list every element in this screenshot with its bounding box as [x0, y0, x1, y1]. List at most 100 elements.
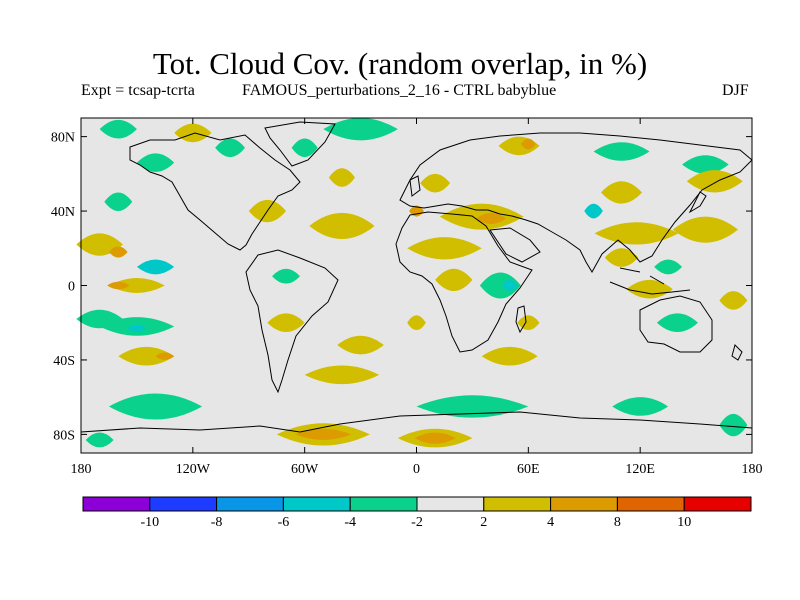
lat-tick-label: 40S	[53, 354, 75, 369]
anomaly-patch	[517, 315, 540, 331]
anomaly-patch	[682, 155, 729, 174]
colorbar-label: 10	[677, 515, 691, 530]
experiment-label: Expt = tcsap-tcrta	[81, 82, 195, 99]
colorbar: -10 -8 -6 -4 -2 2 4 8 10	[82, 496, 752, 530]
anomaly-patch	[479, 272, 521, 299]
anomaly-patch	[215, 138, 246, 158]
lat-tick-label: 80S	[53, 428, 75, 443]
anomaly-patch	[719, 413, 748, 437]
anomaly-patch	[407, 315, 426, 331]
lat-tick-label: 80N	[51, 131, 75, 146]
anomaly-patch	[295, 428, 352, 440]
anomaly-patch	[304, 365, 380, 385]
coast-indonesia	[609, 267, 691, 295]
colorbar-label: 4	[547, 515, 554, 530]
colorbar-label: -4	[344, 515, 356, 530]
coast-madagascar	[515, 305, 527, 334]
colorbar-bin	[483, 496, 552, 512]
anomaly-patch	[337, 335, 384, 355]
anomaly-patch	[99, 119, 137, 139]
coast-south-america	[245, 249, 339, 394]
anomaly-patch	[155, 352, 175, 360]
anomaly-patch	[267, 313, 305, 333]
colorbar-bin	[82, 496, 151, 512]
colorbar-bin	[349, 496, 418, 512]
coast-uk	[409, 175, 421, 197]
anomaly-patch	[323, 118, 398, 141]
colorbar-bin	[282, 496, 351, 512]
coast-north-america	[129, 132, 301, 251]
season-label: DJF	[722, 82, 749, 99]
anomaly-patch	[593, 142, 650, 161]
colorbar-bin	[149, 496, 218, 512]
coast-greenland	[264, 121, 336, 167]
colorbar-bin	[683, 496, 752, 512]
colorbar-bin	[550, 496, 618, 512]
coast-arabia	[489, 227, 541, 263]
anomaly-patch	[136, 153, 175, 172]
anomaly-patch	[654, 259, 683, 275]
anomaly-patch	[520, 138, 536, 150]
anomaly-patch	[719, 291, 748, 310]
anomaly-patch	[409, 205, 424, 217]
coast-antarctica	[80, 411, 753, 433]
lon-tick-label: 60E	[517, 462, 540, 477]
colorbar-label: 8	[614, 515, 621, 530]
colorbar-label: -6	[278, 515, 290, 530]
anomaly-patch	[481, 346, 538, 366]
anomaly-patch	[127, 324, 147, 333]
map-axes: 80N 40N 0 40S 80S 180 120W 60W 0 60E 120E 180	[51, 118, 763, 477]
coast-new-zealand	[731, 344, 743, 361]
lon-tick-label: 60W	[291, 462, 319, 477]
coast-eurasia	[399, 132, 753, 273]
anomaly-patch	[328, 168, 355, 187]
colorbar-label: 2	[480, 515, 487, 530]
anomaly-layer	[76, 118, 748, 448]
anomaly-patch	[594, 222, 679, 245]
anomaly-patch	[656, 313, 698, 333]
lon-tick-label: 180	[742, 462, 763, 477]
lat-tick-label: 0	[68, 280, 75, 295]
anomaly-patch	[108, 246, 128, 258]
anomaly-patch	[612, 397, 669, 416]
lat-tick-label: 40N	[51, 205, 75, 220]
anomaly-patch	[502, 279, 518, 292]
page-title: Tot. Cloud Cov. (random overlap, in %)	[152, 46, 648, 81]
anomaly-patch	[407, 237, 482, 260]
colorbar-bin	[216, 496, 284, 512]
anomaly-patch	[626, 279, 673, 299]
anomaly-patch	[104, 192, 133, 212]
colorbar-label: -8	[211, 515, 223, 530]
anomaly-patch	[584, 203, 603, 219]
coastlines	[80, 121, 753, 433]
anomaly-patch	[309, 212, 375, 239]
anomaly-patch	[672, 216, 739, 243]
colorbar-label: -10	[140, 515, 159, 530]
colorbar-bin	[416, 496, 485, 512]
anomaly-patch	[291, 138, 318, 158]
anomaly-patch	[604, 248, 639, 267]
anomaly-patch	[108, 278, 165, 293]
colorbar-label: -2	[411, 515, 423, 530]
anomaly-patch	[686, 170, 743, 193]
lon-tick-label: 120E	[625, 462, 655, 477]
lon-tick-label: 0	[413, 462, 420, 477]
coast-africa	[395, 211, 533, 353]
anomaly-patch	[601, 181, 643, 204]
anomaly-patch	[136, 259, 175, 275]
colorbar-bin	[616, 496, 685, 512]
anomaly-patch	[272, 268, 301, 284]
anomaly-patch	[85, 432, 114, 448]
anomaly-patch	[118, 346, 175, 366]
anomaly-patch	[435, 268, 473, 292]
lon-tick-label: 120W	[176, 462, 211, 477]
coast-australia	[639, 295, 713, 353]
anomaly-patch	[416, 395, 529, 418]
anomaly-patch	[107, 281, 130, 290]
anomaly-patch	[420, 173, 451, 193]
anomaly-patch	[476, 212, 506, 225]
anomaly-patch	[414, 432, 456, 444]
anomaly-patch	[108, 393, 203, 420]
lon-tick-label: 180	[71, 462, 92, 477]
